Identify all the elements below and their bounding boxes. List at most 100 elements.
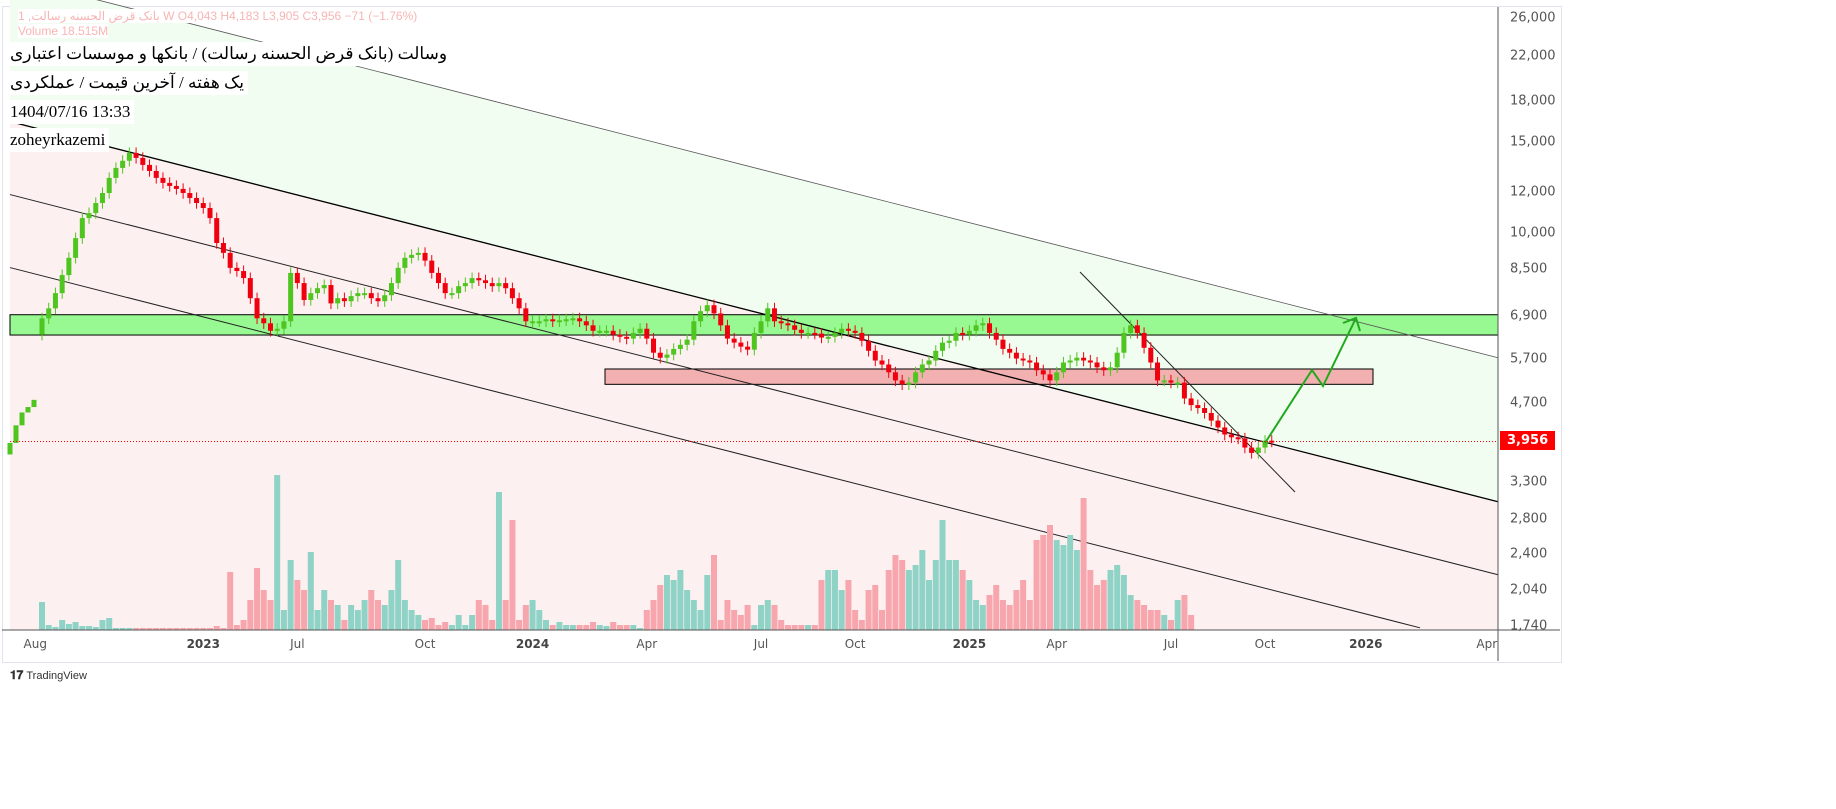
candle [583, 321, 589, 326]
candle [86, 213, 92, 219]
volume-bar [650, 600, 657, 630]
volume-bar [1154, 610, 1161, 630]
candle [79, 218, 85, 239]
volume-bar [1141, 605, 1148, 630]
volume-bar [670, 580, 677, 630]
candle [771, 308, 777, 322]
volume-bar [952, 560, 959, 630]
candle [1202, 408, 1208, 413]
volume-bar [805, 625, 812, 630]
candle [1188, 398, 1194, 406]
candle [1155, 362, 1161, 381]
volume-bar [663, 575, 670, 630]
candle [704, 305, 710, 312]
volume-bar [119, 628, 126, 630]
volume-bar [999, 600, 1006, 630]
volume-bar [892, 555, 899, 630]
candle [429, 260, 435, 273]
candle [892, 372, 898, 381]
tradingview-logo[interactable]: 𝟏𝟕 TradingView [10, 668, 87, 683]
candle [7, 442, 13, 455]
candle [798, 329, 804, 333]
volume-bar [428, 618, 435, 630]
volume-bar [1020, 580, 1027, 630]
candle [570, 318, 576, 321]
volume-bar [153, 628, 160, 630]
candle [1222, 427, 1228, 435]
candle [530, 321, 536, 324]
candle [960, 332, 966, 335]
volume-bar [233, 625, 240, 630]
candle [953, 332, 959, 341]
candle [415, 252, 421, 255]
candle [906, 382, 912, 385]
time-tick: Aug [23, 637, 47, 651]
candle [839, 328, 845, 333]
candle [711, 305, 717, 314]
time-tick: Jul [290, 637, 305, 651]
volume-bar [213, 626, 220, 630]
candle [247, 278, 253, 299]
volume-bar [986, 595, 993, 630]
candle [1000, 339, 1006, 349]
candle [933, 350, 939, 361]
candle [993, 332, 999, 340]
candle [597, 330, 603, 333]
volume-bar [778, 620, 785, 630]
candle [919, 364, 925, 373]
candle [1074, 357, 1080, 361]
volume-bar [596, 625, 603, 630]
candle [1249, 447, 1255, 453]
candle [523, 308, 529, 322]
price-tick: 18,000 [1510, 93, 1556, 109]
price-tick: 8,500 [1510, 261, 1548, 277]
candle [832, 332, 838, 337]
candle [315, 288, 321, 294]
chart-subtitle: یک هفته / آخرین قیمت / عملکردی [6, 71, 249, 95]
volume-bar [993, 585, 1000, 630]
candle [153, 170, 159, 178]
volume-bar [1114, 565, 1121, 630]
candle [113, 167, 119, 178]
projection-arrow [1264, 317, 1357, 444]
candle [866, 340, 872, 351]
volume-bar [375, 600, 381, 630]
candle [1141, 332, 1147, 348]
tradingview-logo-icon: 𝟏𝟕 [10, 668, 24, 682]
candle [973, 325, 979, 331]
candle [651, 338, 657, 353]
volume-bar [92, 627, 99, 630]
price-tick: 22,000 [1510, 48, 1556, 64]
volume-bar [858, 620, 865, 630]
volume-bar [287, 560, 294, 630]
volume-bar [415, 615, 422, 630]
channel-line-2 [9, 120, 1499, 503]
volume-bar [327, 600, 334, 630]
volume-bar [186, 628, 193, 630]
volume-bar [354, 610, 361, 630]
candle [341, 298, 347, 302]
volume-bar [899, 560, 906, 630]
time-tick: Jul [1163, 637, 1179, 651]
volume-bar [711, 555, 717, 630]
time-tick: Apr [1046, 637, 1068, 651]
candle [25, 407, 31, 413]
volume-bar [704, 575, 711, 630]
time-tick: 2024 [515, 637, 550, 651]
candle [617, 334, 623, 337]
time-tick: Apr [1476, 637, 1498, 651]
volume-bar [556, 622, 563, 630]
candle [913, 372, 919, 383]
volume-bar [180, 628, 187, 630]
time-tick: 2023 [186, 637, 220, 651]
volume-bar [932, 560, 939, 630]
candle [845, 328, 851, 331]
candle [624, 336, 630, 339]
time-tick: Oct [1254, 637, 1276, 651]
volume-bar [99, 620, 106, 630]
volume-bar [442, 622, 449, 630]
volume-bar [529, 600, 536, 630]
candle [19, 412, 25, 426]
volume-bar [784, 625, 791, 630]
